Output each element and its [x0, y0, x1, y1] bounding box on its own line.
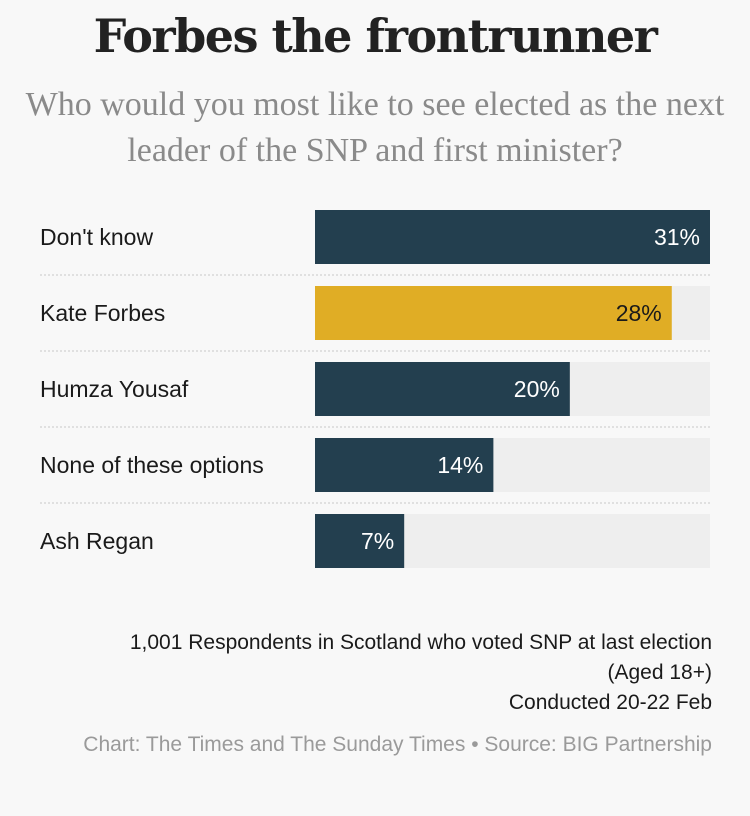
- category-label-none-of-these-options: None of these options: [40, 452, 264, 478]
- bar-kate-forbes: [315, 286, 672, 340]
- chart-subtitle: Who would you most like to see elected a…: [25, 86, 725, 169]
- category-label-don-t-know: Don't know: [40, 224, 153, 250]
- value-label-humza-yousaf: 20%: [514, 376, 560, 402]
- value-label-none-of-these-options: 14%: [437, 452, 483, 478]
- bar-humza-yousaf: [315, 362, 570, 416]
- value-label-kate-forbes: 28%: [616, 300, 662, 326]
- category-label-kate-forbes: Kate Forbes: [40, 300, 165, 326]
- value-label-ash-regan: 7%: [361, 528, 394, 554]
- category-label-humza-yousaf: Humza Yousaf: [40, 376, 189, 402]
- category-label-ash-regan: Ash Regan: [40, 528, 154, 554]
- respondents-note: 1,001 Respondents in Scotland who voted …: [129, 631, 712, 654]
- age-note: (Aged 18+): [607, 661, 713, 684]
- chart-footnote: 1,001 Respondents in Scotland who voted …: [22, 628, 712, 718]
- source-credit: Chart: The Times and The Sunday Times • …: [83, 733, 712, 756]
- dates-note: Conducted 20-22 Feb: [508, 691, 712, 714]
- chart-title: Forbes the frontrunner: [93, 9, 658, 63]
- bar-none-of-these-options: [315, 438, 494, 492]
- bar-don-t-know: [315, 210, 710, 264]
- bar-chart: Don't know 31% Kate Forbes 28% Humza Yousaf 2…: [40, 210, 710, 568]
- bar-ash-regan: [315, 514, 405, 568]
- value-label-don-t-know: 31%: [654, 224, 700, 250]
